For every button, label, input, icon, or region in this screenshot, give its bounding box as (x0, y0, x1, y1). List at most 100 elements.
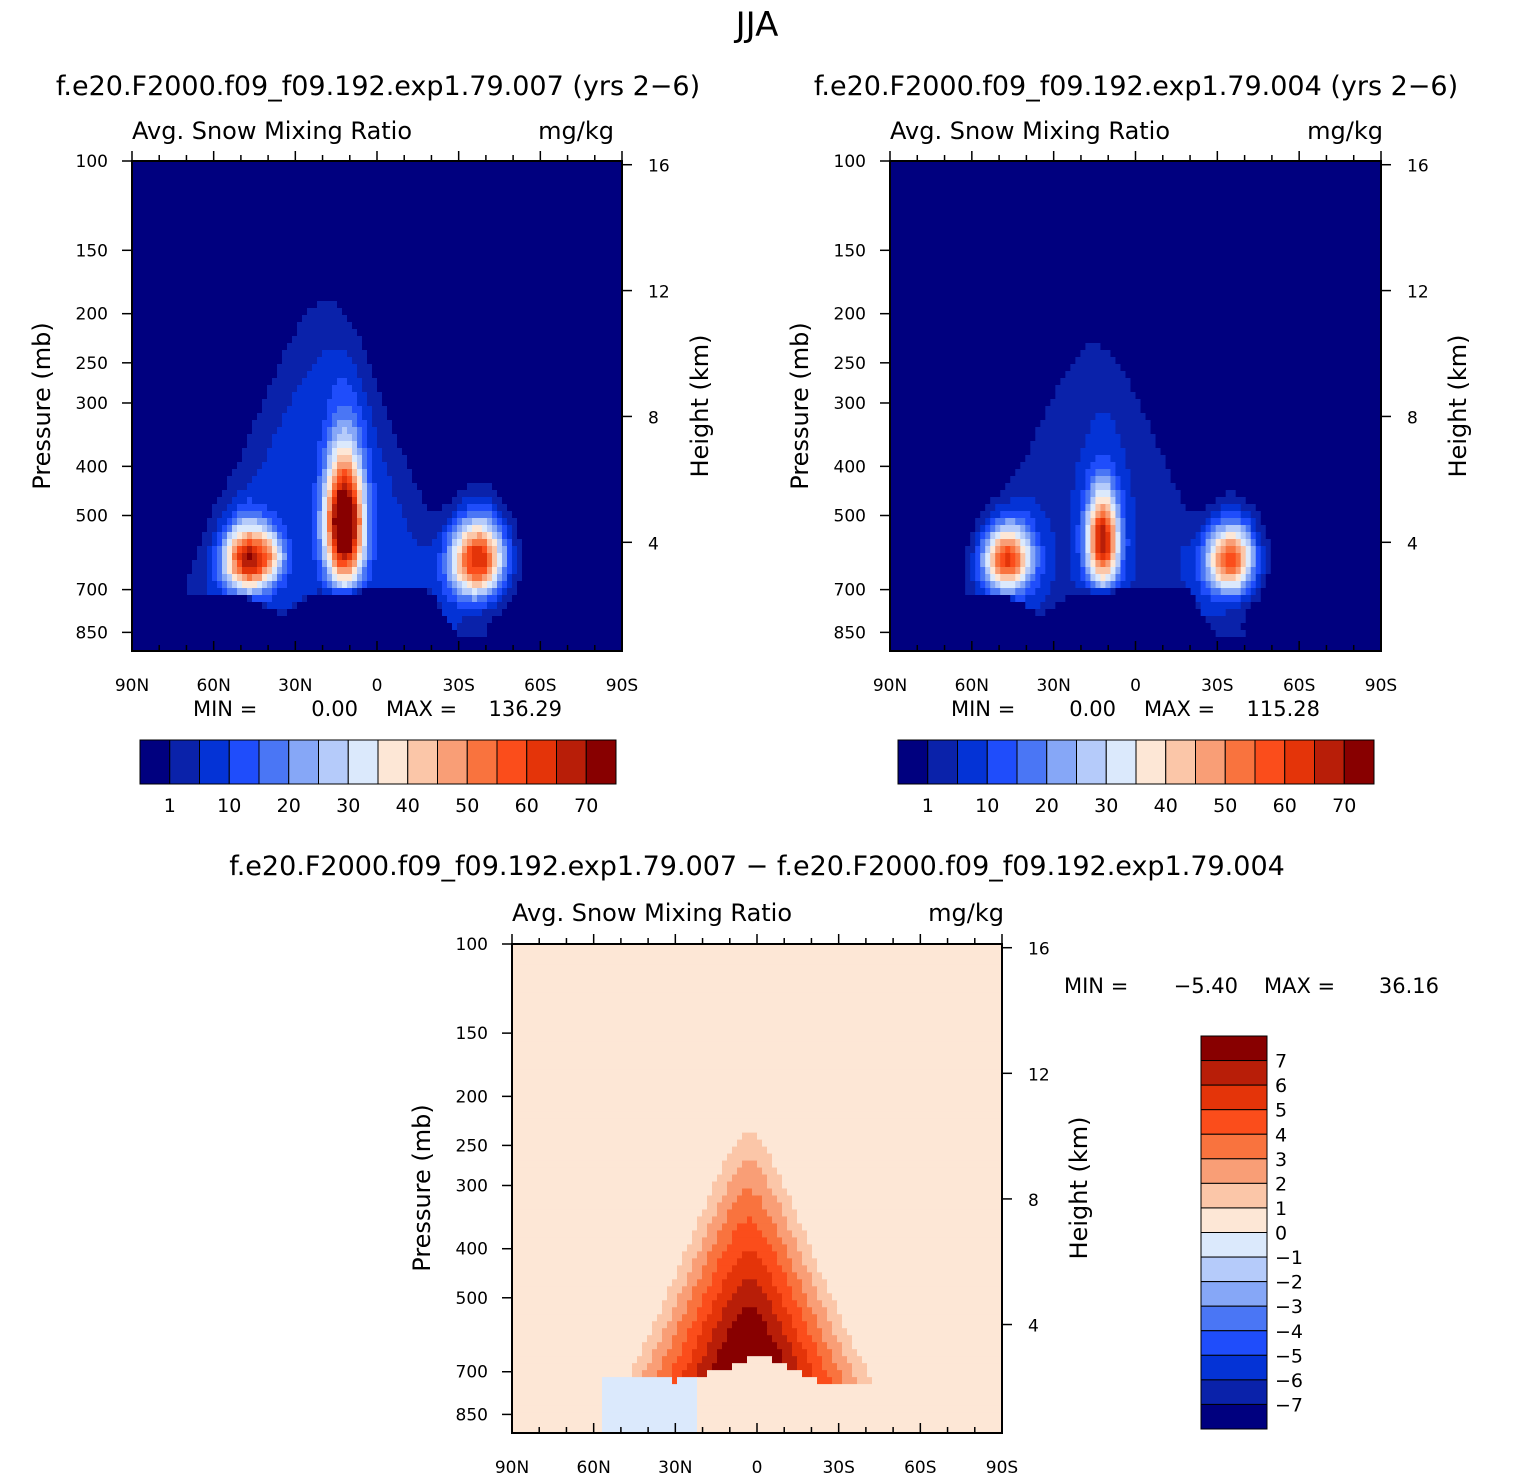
panel-diff: f.e20.F2000.f09_f09.192.exp1.79.007 − f.… (229, 851, 1439, 1478)
field-cell (687, 1335, 698, 1343)
field-cell (1250, 518, 1257, 526)
field-cell (132, 497, 218, 505)
field-cell (837, 1335, 853, 1343)
field-cell (207, 574, 213, 582)
field-cell (1075, 539, 1081, 547)
field-cell (512, 1146, 733, 1155)
field-cell (702, 1272, 713, 1280)
field-cell (357, 539, 363, 547)
field-cell (367, 518, 373, 526)
field-cell (342, 483, 348, 491)
field-cell (447, 567, 453, 575)
field-cell (980, 511, 991, 519)
field-cell (317, 490, 323, 498)
field-cell (985, 574, 991, 582)
field-cell (1255, 567, 1262, 575)
field-cell (242, 448, 268, 456)
field-cell (965, 588, 976, 596)
field-cell (372, 406, 388, 414)
field-cell (1055, 546, 1071, 554)
field-cell (512, 560, 518, 568)
field-cell (890, 357, 1076, 365)
field-cell (1030, 546, 1036, 554)
field-cell (512, 992, 1003, 1001)
field-cell (1130, 539, 1137, 547)
field-cell (1125, 497, 1137, 505)
field-cell (1245, 609, 1382, 617)
field-cell (372, 462, 388, 470)
field-cell (802, 1286, 818, 1294)
field-cell (502, 588, 508, 596)
field-cell (452, 518, 458, 526)
field-cell (995, 532, 1001, 540)
field-cell (282, 560, 288, 568)
field-cell (1265, 581, 1382, 589)
field-cell (492, 518, 498, 526)
field-cell (252, 588, 263, 596)
field-cell (227, 560, 233, 568)
field-cell (737, 1223, 758, 1232)
colorbar-label: 2 (1275, 1173, 1287, 1195)
field-cell (132, 483, 228, 491)
field-cell (697, 1335, 713, 1343)
field-cell (1135, 539, 1192, 547)
panel-exp007-case-title: f.e20.F2000.f09_f09.192.exp1.79.007 (yrs… (56, 71, 700, 102)
field-cell (352, 406, 363, 414)
field-cell (512, 1293, 668, 1301)
field-cell (1095, 539, 1102, 547)
field-cell (890, 420, 1041, 428)
field-cell (222, 553, 228, 561)
field-cell (457, 574, 463, 582)
field-cell (367, 490, 373, 498)
field-cell (995, 574, 1001, 582)
field-cell (1130, 476, 1172, 484)
field-cell (512, 1125, 1003, 1134)
field-cell (777, 1195, 793, 1204)
panel-diff-ylabel-right: Height (km) (1065, 1117, 1093, 1260)
field-cell (352, 441, 358, 449)
field-cell (132, 231, 623, 239)
field-cell (1210, 595, 1242, 603)
field-cell (1215, 553, 1222, 561)
field-cell (652, 1321, 668, 1329)
field-cell (227, 581, 233, 589)
field-cell (317, 448, 323, 456)
field-cell (502, 525, 508, 533)
field-cell (512, 1377, 603, 1385)
field-cell (852, 1342, 1003, 1350)
field-cell (682, 1342, 698, 1350)
field-cell (807, 1230, 1003, 1238)
field-cell (1135, 511, 1212, 519)
field-cell (722, 1223, 738, 1232)
field-cell (197, 546, 208, 554)
panel-exp007-ylabel-right: Height (km) (686, 335, 714, 478)
field-cell (807, 1349, 818, 1357)
field-cell (352, 476, 358, 484)
field-cell (292, 539, 313, 547)
field-cell (222, 574, 228, 582)
field-cell (707, 1223, 723, 1232)
field-cell (1110, 511, 1117, 519)
field-cell (362, 504, 368, 512)
field-cell (132, 273, 623, 281)
field-cell (327, 581, 333, 589)
field-cell (457, 490, 498, 498)
field-cell (377, 441, 398, 449)
colorbar-label: 60 (1273, 795, 1297, 817)
field-cell (1105, 553, 1112, 561)
field-cell (1085, 504, 1092, 512)
field-cell (990, 581, 996, 589)
field-cell (292, 336, 363, 344)
colorbar-swatch (927, 739, 958, 785)
field-cell (442, 539, 448, 547)
field-cell (467, 539, 473, 547)
field-cell (995, 518, 1006, 526)
panel-diff-ylabel: Pressure (mb) (408, 1104, 436, 1271)
field-cell (467, 511, 493, 519)
field-cell (522, 546, 623, 554)
field-cell (367, 525, 373, 533)
field-cell (337, 532, 353, 540)
field-cell (1095, 511, 1102, 519)
field-cell (1025, 455, 1081, 463)
field-cell (1085, 574, 1092, 582)
